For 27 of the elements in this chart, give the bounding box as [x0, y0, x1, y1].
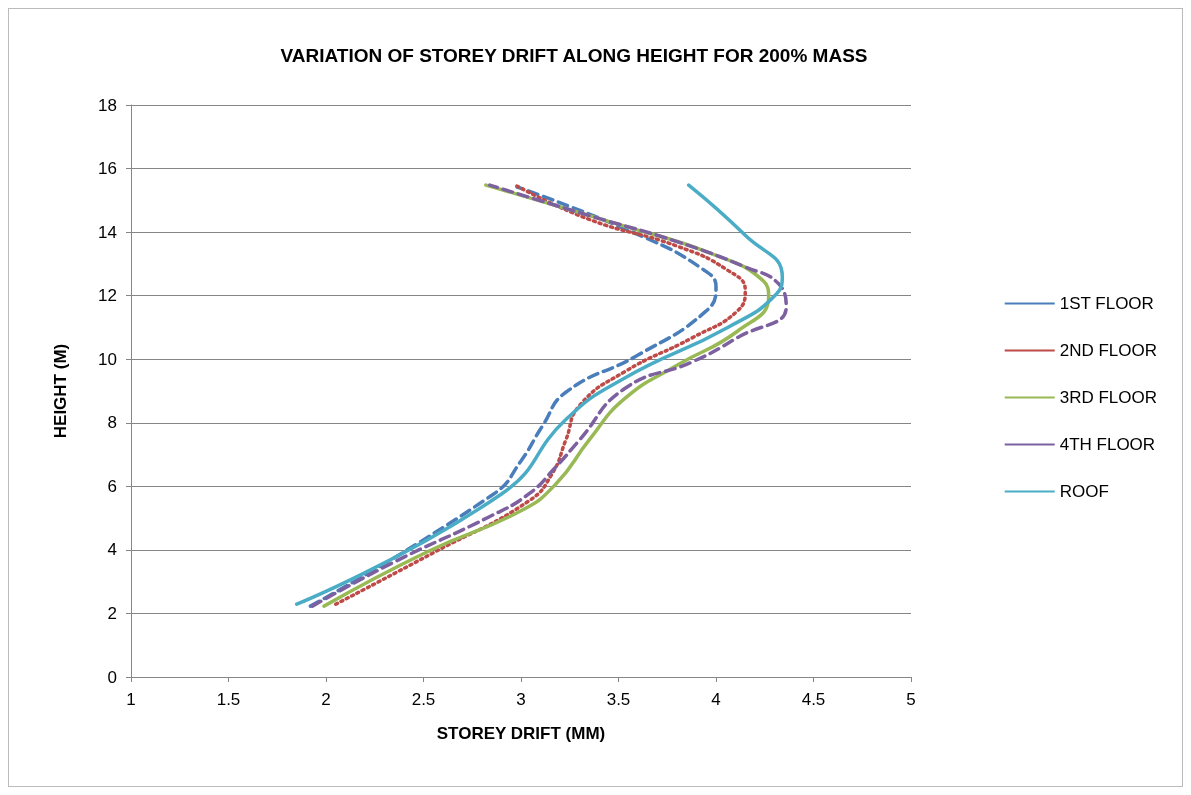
y-tick-label: 16: [98, 159, 117, 179]
x-tick-label: 5: [906, 690, 916, 709]
y-tick-label: 12: [98, 286, 117, 306]
legend-label: 4TH FLOOR: [1059, 435, 1156, 454]
legend-label: 1ST FLOOR: [1059, 294, 1154, 313]
x-tick-label: 4.5: [801, 690, 826, 709]
y-tick-label: 18: [98, 95, 117, 115]
y-tick-label: 8: [107, 413, 117, 433]
y-tick-label: 2: [107, 603, 117, 623]
chart-title: VARIATION OF STOREY DRIFT ALONG HEIGHT FOR 200% MASS: [280, 45, 868, 66]
x-tick-label: 2.5: [411, 690, 436, 709]
y-tick-label: 14: [98, 222, 117, 242]
y-axis-title: HEIGHT (M): [51, 343, 70, 439]
x-tick-label: 3: [516, 690, 526, 709]
x-tick-label: 1.5: [216, 690, 241, 709]
legend-label: ROOF: [1059, 482, 1109, 501]
y-tick-label: 10: [98, 349, 117, 369]
x-tick-label: 2: [321, 690, 331, 709]
x-tick-label: 1: [126, 690, 136, 709]
x-tick-label: 4: [711, 690, 721, 709]
y-tick-label: 6: [107, 476, 117, 496]
x-axis-title: STOREY DRIFT (MM): [436, 724, 606, 743]
legend-label: 2ND FLOOR: [1059, 341, 1157, 360]
x-tick-label: 3.5: [606, 690, 631, 709]
legend-label: 3RD FLOOR: [1059, 388, 1157, 407]
y-tick-label: 0: [107, 667, 117, 687]
y-tick-label: 4: [107, 540, 117, 560]
